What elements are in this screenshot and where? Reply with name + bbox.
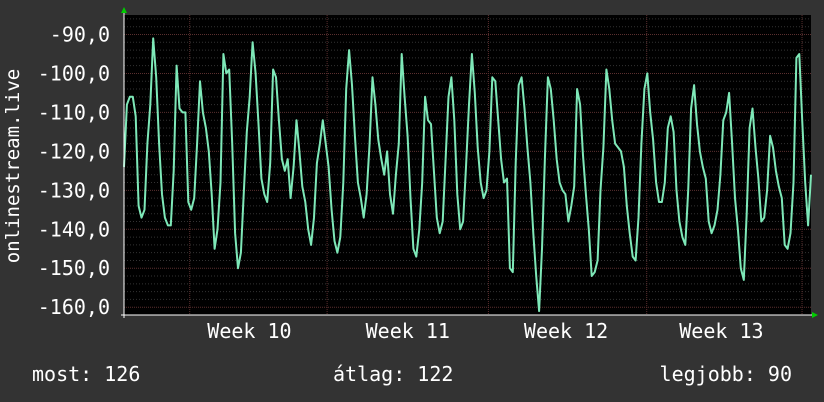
y-axis-label: onlinestream.live (2, 69, 24, 263)
y-tick-label: -130,0 (38, 178, 110, 202)
x-tick-label: Week 11 (366, 319, 450, 343)
y-tick-label: -140,0 (38, 217, 110, 241)
x-tick-label: Week 12 (524, 319, 608, 343)
y-tick-label: -90,0 (50, 22, 110, 46)
major-grid (124, 15, 811, 315)
stat-best: legjobb: 90 (659, 362, 792, 386)
stat-average: átlag: 122 (333, 362, 454, 386)
minor-grid (124, 18, 811, 300)
y-tick-label: -120,0 (38, 139, 110, 163)
series-line (123, 37, 812, 313)
stat-current: most: 126 (32, 362, 141, 386)
x-axis-ticks: Week 10 Week 11 Week 12 Week 13 (207, 319, 763, 343)
y-axis-ticks: -90,0 -100,0 -110,0 -120,0 -130,0 -140,0 -150,… (38, 22, 110, 319)
series-group (123, 37, 812, 313)
x-axis-arrow-icon (812, 312, 818, 318)
y-tick-label: -100,0 (38, 61, 110, 85)
y-tick-label: -160,0 (38, 295, 110, 319)
y-tick-label: -150,0 (38, 256, 110, 280)
plot-area (124, 15, 811, 315)
x-tick-label: Week 13 (679, 319, 763, 343)
x-tick-label: Week 10 (207, 319, 291, 343)
y-axis-arrow-icon (121, 7, 127, 13)
y-tick-label: -110,0 (38, 100, 110, 124)
